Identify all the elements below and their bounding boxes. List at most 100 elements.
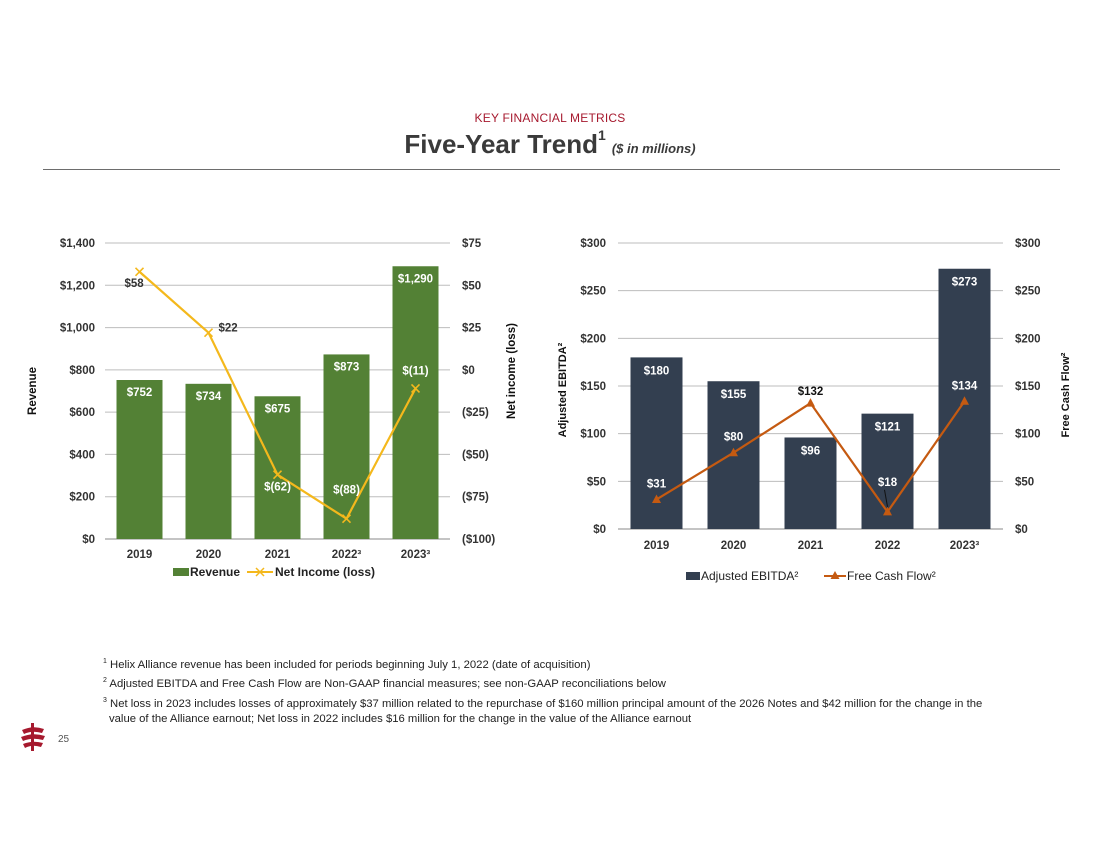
- footnote-1: 1 Helix Alliance revenue has been includ…: [103, 658, 591, 671]
- ebitda-bar-label: $155: [721, 389, 747, 401]
- y-tick-label-right: ($25): [462, 407, 489, 419]
- revenue-bar: [185, 383, 232, 539]
- y-tick-label-right: $75: [462, 238, 482, 250]
- fcf-point: [806, 398, 815, 407]
- revenue-bar-label: $752: [127, 387, 153, 399]
- revenue-bar: [392, 266, 439, 539]
- y-axis-title-right: Free Cash Flow²: [1060, 352, 1072, 437]
- revenue-bar-label: $734: [196, 391, 222, 403]
- y-tick-label-left: $1,000: [60, 323, 95, 335]
- fcf-point: [729, 447, 738, 457]
- y-tick-label-left: $800: [69, 365, 95, 377]
- fcf-label: $132: [798, 386, 824, 398]
- y-tick-label-left: $1,200: [60, 280, 95, 292]
- y-axis-title-right: Net income (loss): [506, 323, 518, 419]
- x-tick-label: 2023³: [401, 549, 431, 561]
- section-label: KEY FINANCIAL METRICS: [474, 111, 626, 125]
- y-tick-label-left: $600: [69, 407, 95, 419]
- fcf-label: $31: [647, 478, 667, 490]
- net-income-point: [410, 383, 421, 394]
- title-divider: [43, 169, 1060, 170]
- revenue-bar-label: $873: [334, 361, 360, 373]
- y-tick-label-right: $200: [1015, 333, 1041, 345]
- legend-fcf-label: Free Cash Flow²: [847, 569, 936, 583]
- y-tick-label-right: $50: [462, 280, 481, 292]
- y-tick-label-left: $50: [587, 476, 606, 488]
- net-income-point: [134, 267, 145, 277]
- fcf-point: [960, 396, 969, 405]
- fcf-point: [652, 494, 661, 503]
- y-tick-label-left: $150: [580, 381, 606, 393]
- fcf-label: $18: [878, 477, 898, 489]
- x-tick-label: 2020: [196, 549, 222, 561]
- legend-ebitda-label: Adjusted EBITDA²: [701, 569, 798, 583]
- y-tick-label-right: $150: [1015, 381, 1041, 393]
- y-tick-label-left: $250: [580, 286, 606, 298]
- x-tick-label: 2021: [265, 549, 291, 561]
- y-tick-label-right: ($50): [462, 449, 489, 461]
- revenue-bar: [254, 396, 301, 539]
- revenue-bar-label: $1,290: [398, 273, 433, 285]
- ebitda-bar-label: $273: [952, 277, 978, 289]
- ebitda-bar-label: $180: [644, 365, 670, 377]
- x-tick-label: 2022³: [332, 549, 362, 561]
- net-income-point: [203, 328, 214, 338]
- y-axis-title-left: Adjusted EBITDA²: [557, 342, 569, 437]
- x-tick-label: 2023³: [950, 540, 980, 552]
- footnote-2: 2 Adjusted EBITDA and Free Cash Flow are…: [103, 677, 666, 691]
- net-income-label: $22: [219, 323, 238, 335]
- y-axis-title-left: Revenue: [27, 367, 39, 415]
- page-title: Five-Year Trend1 ($ in millions): [0, 127, 1100, 160]
- legend-revenue-label: Revenue: [190, 565, 240, 579]
- y-tick-label-left: $200: [69, 492, 95, 504]
- net-income-label: $(62): [264, 482, 291, 494]
- y-tick-label-right: ($75): [462, 492, 489, 504]
- y-tick-label-right: $100: [1015, 429, 1041, 441]
- net-income-point: [341, 514, 352, 524]
- ebitda-bar-label: $96: [801, 445, 820, 457]
- company-logo-icon: [21, 723, 45, 751]
- ebitda-bar-label: $121: [875, 422, 901, 434]
- fcf-label-leader: [884, 489, 888, 507]
- fcf-label: $134: [952, 380, 978, 392]
- y-tick-label-left: $200: [580, 333, 606, 345]
- x-tick-label: 2019: [644, 540, 670, 552]
- y-tick-label-left: $100: [580, 429, 606, 441]
- y-tick-label-left: $300: [580, 238, 606, 250]
- legend-revenue-swatch: [173, 568, 189, 576]
- y-tick-label-right: $300: [1015, 238, 1041, 250]
- net-income-point: [272, 470, 283, 480]
- x-tick-label: 2022: [875, 540, 901, 552]
- ebitda-bar: [630, 357, 683, 529]
- legend-fcf-marker: [830, 571, 840, 579]
- net-income-label: $(11): [402, 365, 428, 377]
- revenue-net-income-chart: $0 $200 $400 $600 $800 $1,000 $1,200 $1,400 ($10…: [27, 238, 518, 579]
- legend-ebitda-swatch: [686, 572, 700, 580]
- y-tick-label-right: $0: [462, 365, 475, 377]
- fcf-point: [883, 506, 892, 516]
- title-footnote-ref: 1: [598, 127, 606, 144]
- ebitda-fcf-chart: $0 $50 $100 $150 $200 $250 $300 $0 $50 $100 $150 $2…: [557, 238, 1072, 583]
- revenue-bar: [116, 380, 163, 539]
- page-title-text: Five-Year Trend: [404, 129, 599, 159]
- net-income-label: $58: [125, 278, 145, 290]
- x-tick-label: 2020: [721, 540, 747, 552]
- y-tick-label-right: ($100): [462, 534, 495, 546]
- legend-net-income-label: Net Income (loss): [275, 565, 375, 579]
- footnote-3: 3 Net loss in 2023 includes losses of ap…: [103, 696, 983, 725]
- units-note: ($ in millions): [611, 141, 696, 156]
- fcf-label: $80: [724, 432, 743, 444]
- y-tick-label-left: $1,400: [60, 238, 95, 250]
- ebitda-bar: [784, 437, 837, 529]
- x-tick-label: 2019: [127, 549, 153, 561]
- y-tick-label-right: $250: [1015, 286, 1041, 298]
- y-tick-label-right: $0: [1015, 524, 1028, 536]
- net-income-label: $(88): [333, 485, 360, 497]
- y-tick-label-left: $400: [69, 449, 95, 461]
- footnotes: 1 Helix Alliance revenue has been includ…: [103, 654, 1003, 727]
- y-tick-label-right: $25: [462, 323, 482, 335]
- y-tick-label-left: $0: [593, 524, 606, 536]
- y-tick-label-right: $50: [1015, 476, 1034, 488]
- legend-net-income-marker: [255, 567, 265, 577]
- page-number: 25: [58, 734, 70, 745]
